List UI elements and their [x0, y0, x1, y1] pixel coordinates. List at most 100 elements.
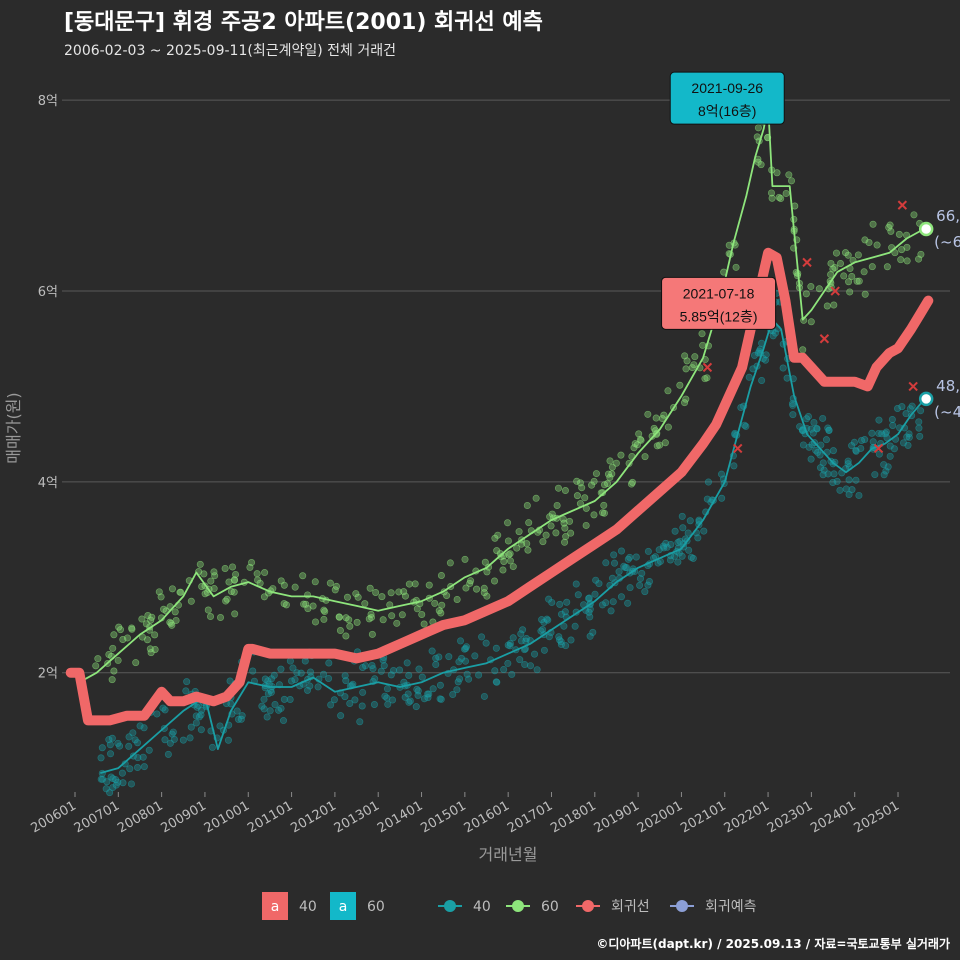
scatter-point	[311, 618, 319, 626]
end-label-value: 48,650	[936, 377, 960, 395]
scatter-point	[885, 223, 893, 231]
scatter-point	[545, 633, 553, 641]
scatter-point	[197, 726, 205, 734]
x-tick-label: 200901	[158, 798, 208, 836]
scatter-point	[540, 646, 548, 654]
scatter-point	[547, 522, 555, 530]
scatter-point	[590, 511, 598, 519]
scatter-point	[461, 555, 469, 563]
cross-mark	[908, 381, 918, 392]
scatter-point	[526, 662, 534, 670]
scatter-point	[92, 662, 100, 670]
scatter-point	[449, 691, 457, 699]
scatter-point	[346, 622, 354, 630]
scatter-point	[179, 736, 187, 744]
scatter-point	[572, 580, 580, 588]
x-tick-label: 202101	[678, 798, 728, 836]
scatter-point	[387, 589, 395, 597]
annotation-value: 8억(16층)	[698, 103, 756, 119]
scatter-point	[824, 424, 832, 432]
scatter-point	[400, 678, 408, 686]
scatter-point	[166, 618, 174, 626]
annotation-date: 2021-07-18	[683, 285, 755, 301]
scatter-point	[678, 552, 686, 560]
scatter-point	[109, 775, 117, 783]
chart-title: [동대문구] 휘경 주공2 아파트(2001) 회귀선 예측	[64, 10, 543, 35]
scatter-point	[788, 177, 796, 185]
scatter-point	[822, 436, 830, 444]
x-tick-label: 201501	[418, 798, 468, 836]
scatter-point	[491, 667, 499, 675]
scatter-point	[482, 639, 490, 647]
scatter-point	[589, 628, 597, 636]
scatter-point	[168, 730, 176, 738]
scatter-point	[480, 589, 488, 597]
scatter-point	[475, 671, 483, 679]
scatter-point	[356, 718, 364, 726]
scatter-point	[730, 462, 738, 470]
scatter-point	[842, 485, 850, 493]
scatter-point	[610, 551, 618, 559]
scatter-point	[611, 559, 619, 567]
legend-line-label: 40	[473, 899, 491, 915]
scatter-point	[466, 579, 474, 587]
scatter-point	[182, 687, 190, 695]
scatter-point	[810, 418, 818, 426]
scatter-point	[504, 659, 512, 667]
scatter-point	[168, 585, 176, 593]
trend-line-40	[100, 318, 925, 774]
scatter-point	[887, 227, 895, 235]
x-tick-label: 201701	[505, 798, 555, 836]
scatter-point	[865, 239, 873, 247]
scatter-point	[842, 249, 850, 257]
scatter-point	[875, 416, 883, 424]
scatter-point	[674, 558, 682, 566]
x-tick-label: 201901	[592, 798, 642, 836]
scatter-point	[446, 559, 454, 567]
scatter-point	[686, 517, 694, 525]
scatter-point	[576, 479, 584, 487]
scatter-point	[277, 704, 285, 712]
scatter-point	[102, 785, 110, 793]
scatter-point	[183, 678, 191, 686]
scatter-point	[560, 622, 568, 630]
scatter-point	[698, 330, 706, 338]
y-tick-label: 2억	[38, 667, 58, 682]
scatter-point	[836, 486, 844, 494]
scatter-point	[816, 464, 824, 472]
end-labels: 66,475 (~60㎡) 48,650 (~40㎡)	[918, 207, 960, 421]
scatter-point	[108, 676, 116, 684]
scatter-point	[508, 670, 516, 678]
scatter-point	[773, 169, 781, 177]
scatter-point	[491, 534, 499, 542]
scatter-point	[852, 446, 860, 454]
end-label-area: (~60㎡)	[934, 233, 960, 251]
scatter-point	[631, 440, 639, 448]
cross-mark	[702, 362, 713, 373]
scatter-point	[405, 580, 413, 588]
scatter-point	[266, 707, 274, 715]
scatter-point	[661, 439, 669, 447]
scatter-point	[253, 570, 261, 578]
scatter-point	[745, 373, 753, 381]
cross-mark-stroke	[908, 381, 918, 392]
scatter-point	[286, 657, 294, 665]
scatter-point	[886, 442, 894, 450]
scatter-point	[483, 592, 491, 600]
scatter-point	[903, 257, 911, 265]
scatter-point	[208, 743, 216, 751]
scatter-point	[664, 387, 672, 395]
scatter-point	[701, 375, 709, 383]
scatter-point	[888, 415, 896, 423]
scatter-point	[638, 569, 646, 577]
scatter-point	[436, 681, 444, 689]
scatter-point	[302, 600, 310, 608]
x-tick-label: 201801	[548, 798, 598, 836]
scatter-point	[600, 501, 608, 509]
scatter-point	[604, 470, 612, 478]
gridlines	[62, 99, 950, 674]
scatter-point	[204, 606, 212, 614]
scatter-point	[159, 704, 167, 712]
scatter-point	[437, 571, 445, 579]
scatter-point	[325, 675, 333, 683]
